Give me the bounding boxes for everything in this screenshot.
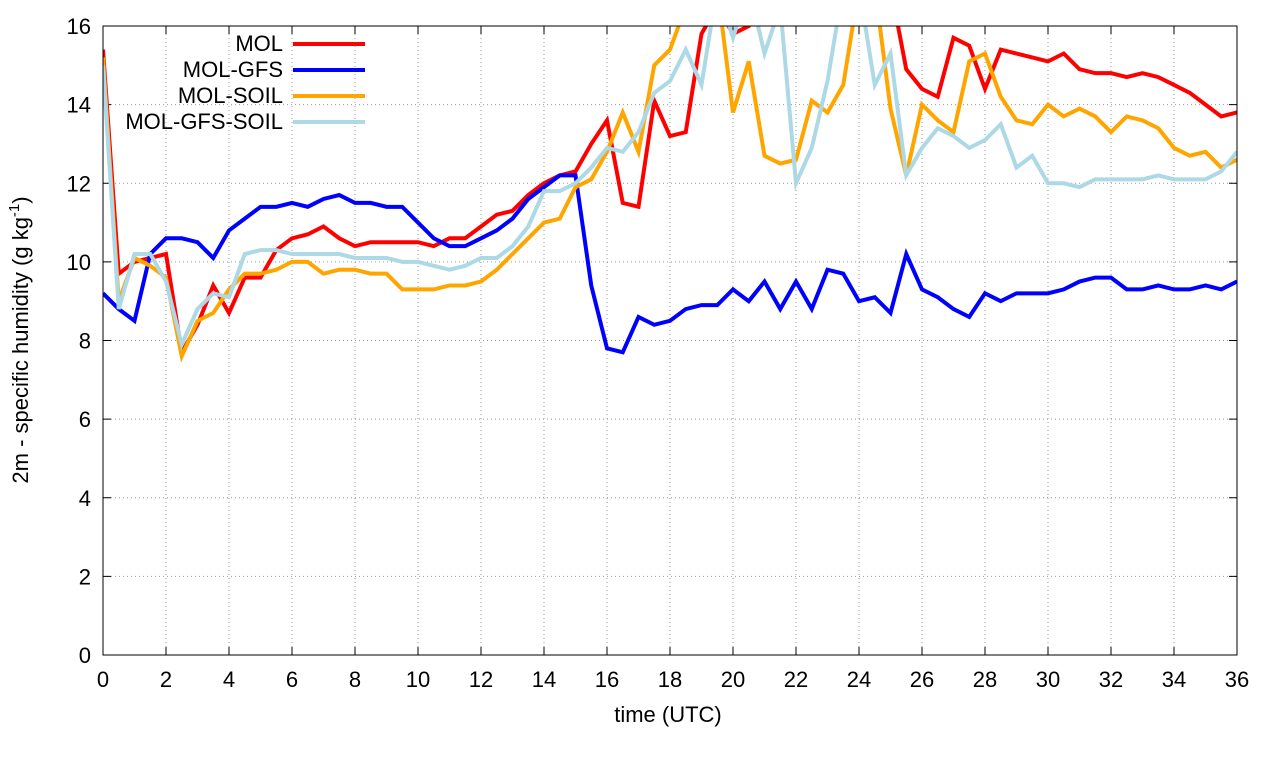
- plot-area: [103, 26, 1237, 363]
- x-axis-label: time (UTC): [614, 702, 722, 727]
- y-tick-label: 12: [67, 171, 91, 196]
- x-tick-label: 18: [658, 667, 682, 692]
- x-tick-label: 36: [1225, 667, 1249, 692]
- x-tick-label: 14: [532, 667, 556, 692]
- y-tick-label: 8: [79, 329, 91, 354]
- y-axis-label: 2m - specific humidity (g kg-1): [6, 196, 33, 483]
- series-line: [103, 26, 1237, 363]
- x-tick-label: 12: [469, 667, 493, 692]
- x-tick-label: 8: [349, 667, 361, 692]
- x-tick-label: 4: [223, 667, 235, 692]
- plot-border: [102, 25, 1238, 656]
- x-tick-label: 34: [1162, 667, 1186, 692]
- x-tick-label: 20: [721, 667, 745, 692]
- y-tick-label: 10: [67, 250, 91, 275]
- y-tick-label: 6: [79, 407, 91, 432]
- x-tick-label: 0: [97, 667, 109, 692]
- y-axis-label-sup: -1: [6, 204, 23, 217]
- x-tick-label: 16: [595, 667, 619, 692]
- y-tick-label: 16: [67, 14, 91, 39]
- y-axis-label-text: 2m - specific humidity (g kg: [8, 217, 33, 484]
- legend-label: MOL-SOIL: [178, 83, 283, 108]
- x-tick-label: 2: [160, 667, 172, 692]
- x-tick-label: 30: [1036, 667, 1060, 692]
- x-tick-label: 28: [973, 667, 997, 692]
- x-tick-label: 22: [784, 667, 808, 692]
- legend-label: MOL: [235, 31, 283, 56]
- legend-label: MOL-GFS: [183, 57, 283, 82]
- y-tick-label: 2: [79, 564, 91, 589]
- y-tick-label: 0: [79, 643, 91, 668]
- y-tick-label: 4: [79, 486, 91, 511]
- y-tick-label: 14: [67, 93, 91, 118]
- series-line: [103, 26, 1237, 351]
- series-line: [103, 173, 1237, 355]
- y-axis-label-end: ): [8, 196, 33, 203]
- x-tick-label: 32: [1099, 667, 1123, 692]
- legend-label: MOL-GFS-SOIL: [125, 109, 283, 134]
- x-tick-label: 10: [406, 667, 430, 692]
- x-tick-label: 26: [910, 667, 934, 692]
- x-tick-label: 24: [847, 667, 871, 692]
- x-tick-label: 6: [286, 667, 298, 692]
- series-line: [103, 26, 1237, 359]
